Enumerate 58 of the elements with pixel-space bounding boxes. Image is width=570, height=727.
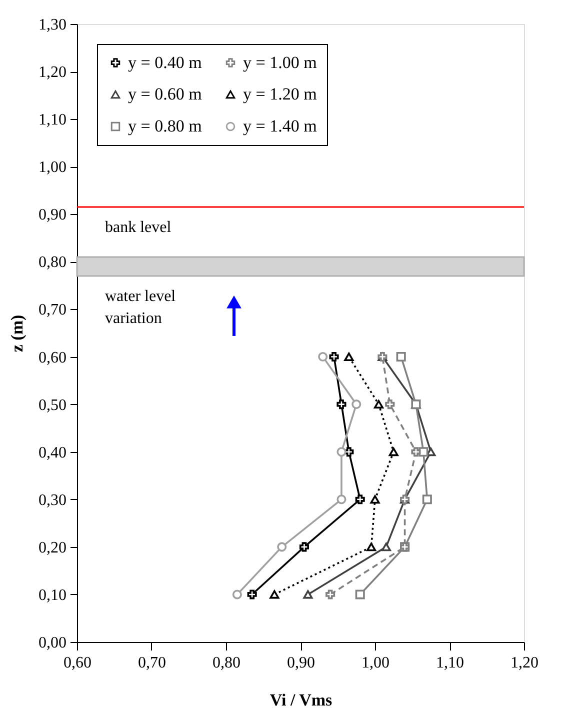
x-tick-label: 1,10 (436, 654, 464, 672)
x-tick-label: 0,70 (138, 654, 166, 672)
y-tick-label: 0,60 (38, 349, 66, 366)
point (370, 495, 380, 504)
ref-line-label: bank level (105, 219, 172, 236)
legend-label: y = 0.40 m (128, 52, 202, 72)
y-tick-label: 0,00 (38, 634, 66, 652)
y-tick-label: 1,10 (38, 112, 66, 129)
y-tick-label: 0,50 (38, 396, 66, 414)
point (355, 494, 365, 504)
x-tick-label: 1,00 (362, 654, 390, 672)
point (270, 590, 280, 599)
y-tick-label: 1,30 (38, 16, 66, 34)
band-label: water level variation (105, 288, 176, 327)
point (299, 542, 309, 552)
x-tick-label: 0,60 (64, 654, 92, 672)
point (326, 590, 336, 600)
point (232, 590, 242, 600)
point (247, 590, 257, 600)
point (411, 447, 421, 457)
point (381, 542, 391, 552)
point (396, 352, 406, 362)
point (277, 542, 287, 552)
point (388, 448, 398, 456)
point (336, 400, 346, 410)
y-axis-title: z (m) (8, 314, 26, 352)
point (344, 352, 354, 362)
point (344, 447, 354, 457)
point (422, 494, 432, 504)
point (374, 400, 384, 409)
point (329, 352, 339, 362)
point (336, 447, 346, 457)
point (336, 494, 346, 504)
y-tick-label: 0,10 (38, 586, 66, 604)
legend-label: y = 0.60 m (128, 84, 202, 104)
y-tick-label: 0,90 (38, 206, 66, 224)
y-tick-label: 0,80 (38, 254, 66, 272)
x-tick-label: 0,90 (287, 654, 315, 672)
y-tick-label: 1,20 (38, 64, 66, 82)
point (352, 400, 362, 410)
x-axis-title: Vi / Vms (270, 690, 333, 710)
legend-label: y = 1.00 m (243, 52, 317, 72)
legend-label: y = 0.80 m (128, 116, 202, 136)
y-tick-label: 0,70 (38, 302, 66, 319)
y-tick-label: 0,20 (38, 539, 66, 556)
legend-label: y = 1.40 m (243, 116, 317, 136)
point (385, 400, 395, 410)
point (418, 447, 428, 457)
point (303, 590, 313, 599)
point (355, 590, 365, 600)
y-tick-label: 0,40 (38, 444, 66, 462)
x-tick-label: 1,20 (510, 654, 538, 672)
y-tick-label: 1,00 (38, 159, 66, 176)
point (318, 352, 328, 362)
legend-label: y = 1.20 m (243, 84, 317, 104)
x-tick-label: 0,80 (212, 654, 240, 672)
point (366, 542, 376, 552)
y-tick-label: 0,30 (38, 492, 66, 509)
